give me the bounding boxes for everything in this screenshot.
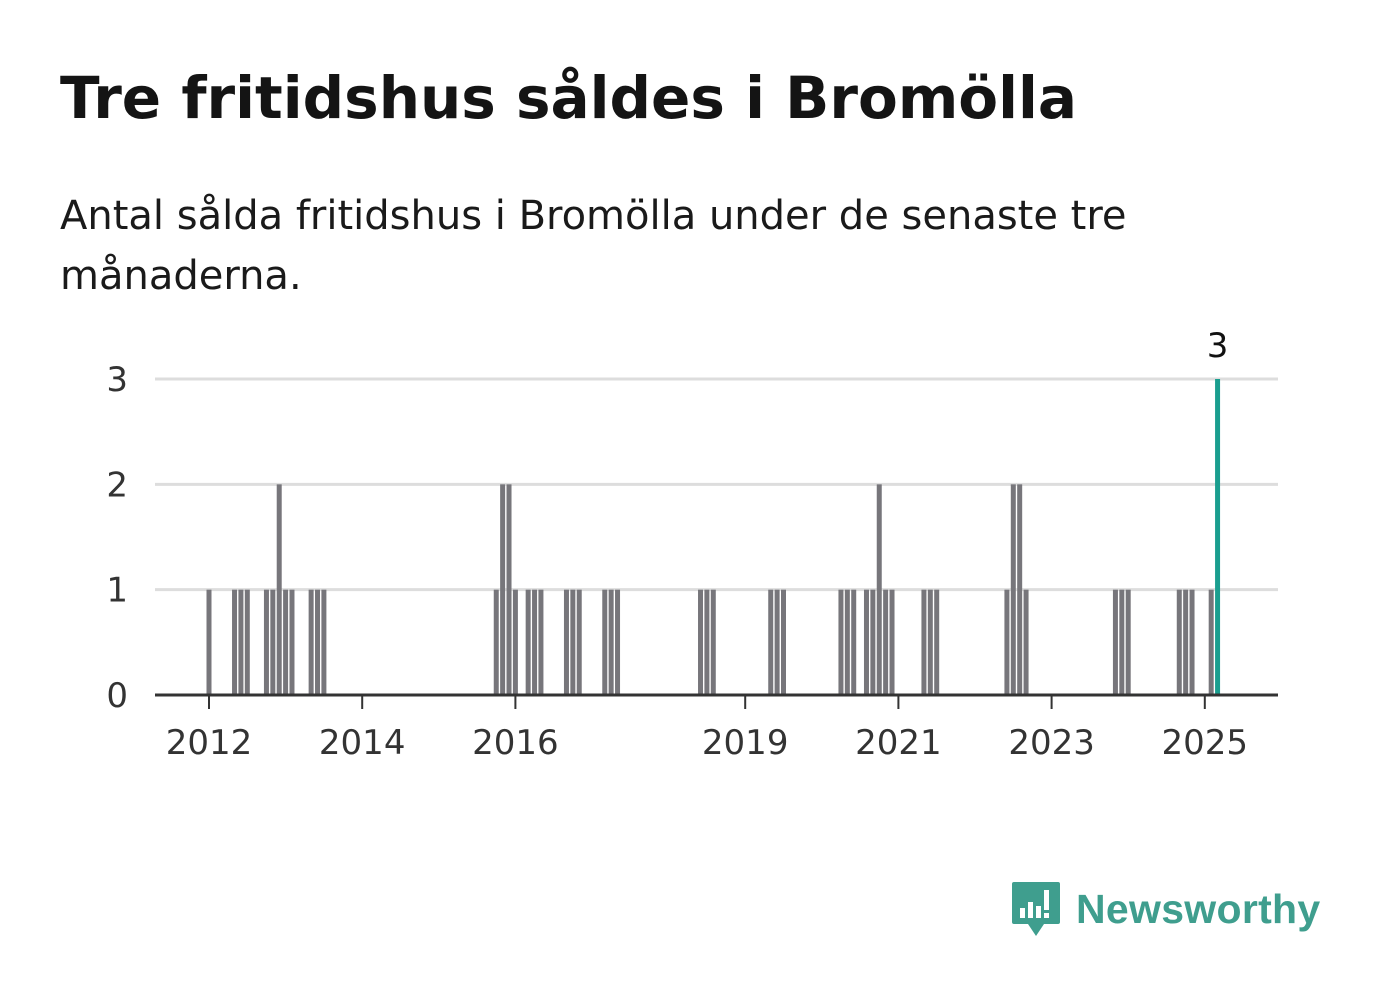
bar <box>704 589 710 695</box>
bar <box>934 589 940 695</box>
bar <box>889 589 895 695</box>
bar <box>238 589 244 695</box>
newsworthy-logo: Newsworthy <box>1010 876 1321 942</box>
bar-chart: 0 1 2 3 3 2012 2014 2016 2019 2021 2023 2025 <box>106 326 1278 763</box>
bar <box>570 589 576 695</box>
bar <box>289 589 295 695</box>
bar <box>506 484 512 695</box>
bar <box>698 589 704 695</box>
bar <box>851 589 857 695</box>
bar <box>532 589 538 695</box>
bar <box>615 589 621 695</box>
bar <box>1176 589 1182 695</box>
bar <box>781 589 786 695</box>
bar <box>1112 589 1118 695</box>
bar <box>921 589 927 695</box>
bar <box>1183 589 1189 695</box>
bar <box>602 589 608 695</box>
bar <box>283 589 289 695</box>
bar <box>500 484 506 695</box>
x-tick-label: 2012 <box>166 723 253 763</box>
bar <box>576 589 582 695</box>
bar <box>321 589 327 695</box>
bar-highlight <box>1215 379 1221 695</box>
bar <box>883 589 889 695</box>
bar <box>1023 589 1029 695</box>
x-tick-label: 2019 <box>702 723 789 763</box>
bar <box>538 589 544 695</box>
bar <box>768 589 774 695</box>
brand-name: Newsworthy <box>1076 885 1321 932</box>
bar <box>1119 589 1125 695</box>
x-tick-label: 2021 <box>855 723 942 763</box>
bar <box>1017 484 1023 695</box>
bar <box>232 589 238 695</box>
bar <box>1004 589 1010 695</box>
bar <box>276 484 282 695</box>
last-value-label: 3 <box>1207 326 1229 366</box>
bar <box>608 589 614 695</box>
bar <box>315 589 321 695</box>
x-tick-label: 2016 <box>472 723 559 763</box>
bar <box>206 589 212 695</box>
bar <box>244 589 250 695</box>
y-tick-label: 3 <box>106 360 128 400</box>
bar <box>876 484 882 695</box>
bar <box>1189 589 1195 695</box>
bar <box>563 589 569 695</box>
bar <box>774 589 780 695</box>
bar <box>710 589 716 695</box>
bar <box>844 589 850 695</box>
bar <box>1208 589 1214 695</box>
bar <box>512 589 518 695</box>
bar <box>1010 484 1016 695</box>
x-tick-label: 2025 <box>1162 723 1249 763</box>
x-tick-label: 2014 <box>319 723 406 763</box>
bar <box>1125 589 1131 695</box>
chart-title: Tre fritidshus såldes i Bromölla <box>60 64 1078 132</box>
bar <box>863 589 869 695</box>
bar <box>493 589 499 695</box>
bar <box>870 589 876 695</box>
newsworthy-logo-icon <box>1012 882 1060 936</box>
bar <box>927 589 933 695</box>
bar <box>263 589 269 695</box>
bar <box>525 589 531 695</box>
y-tick-label: 1 <box>106 571 128 611</box>
bar <box>838 589 844 695</box>
y-tick-label: 0 <box>106 676 128 716</box>
bar <box>308 589 314 695</box>
bar <box>270 589 276 695</box>
chart-subtitle: Antal sålda fritidshus i Bromölla under … <box>60 193 1127 299</box>
y-tick-label: 2 <box>106 465 128 505</box>
x-tick-label: 2023 <box>1008 723 1095 763</box>
